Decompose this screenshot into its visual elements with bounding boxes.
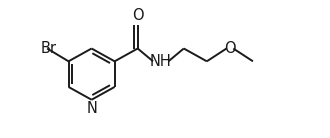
- Text: O: O: [224, 41, 236, 56]
- Text: Br: Br: [41, 41, 57, 56]
- Text: O: O: [132, 8, 144, 23]
- Text: N: N: [86, 101, 97, 116]
- Text: NH: NH: [150, 54, 172, 69]
